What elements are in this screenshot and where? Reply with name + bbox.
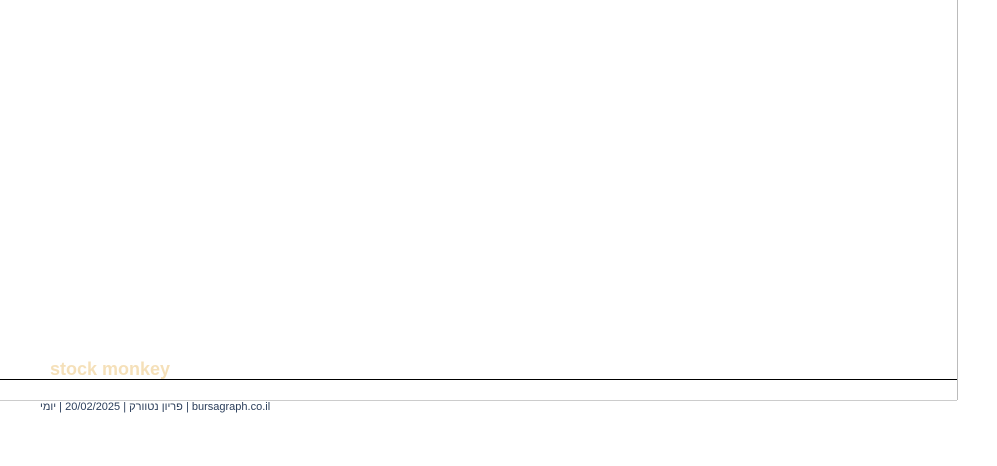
chart-title: פריון נטוורק | 20/02/2025 | יומי | bursa… [40, 401, 270, 413]
watermark: stock monkey [50, 359, 170, 379]
